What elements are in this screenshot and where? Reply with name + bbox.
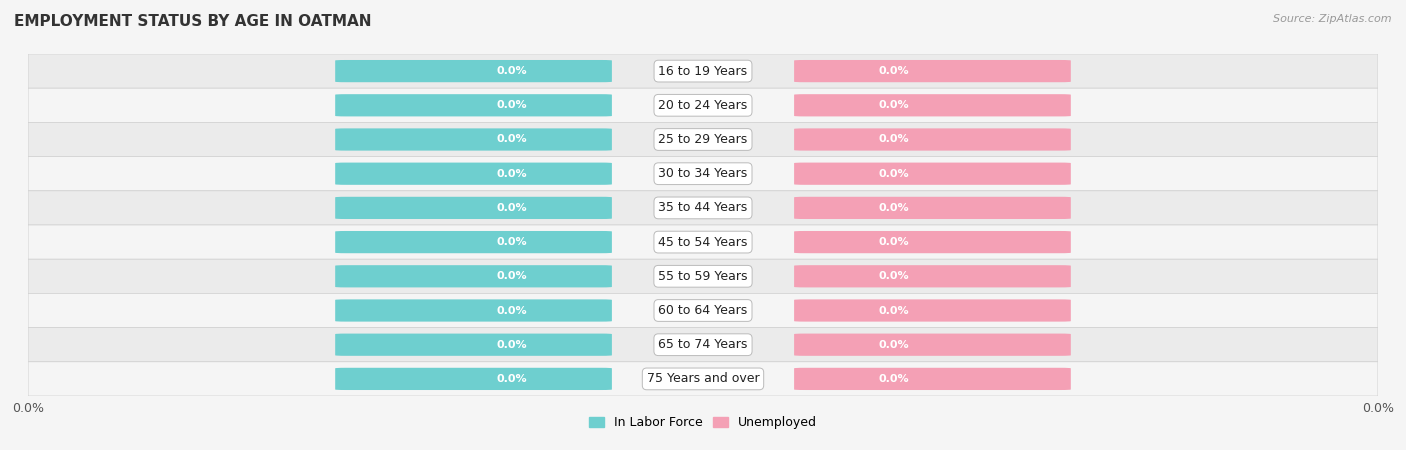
- FancyBboxPatch shape: [335, 368, 612, 390]
- FancyBboxPatch shape: [28, 157, 1378, 191]
- FancyBboxPatch shape: [28, 259, 1378, 293]
- FancyBboxPatch shape: [28, 88, 1378, 122]
- FancyBboxPatch shape: [794, 265, 1071, 288]
- Text: 0.0%: 0.0%: [496, 169, 527, 179]
- FancyBboxPatch shape: [794, 299, 1071, 322]
- Text: 0.0%: 0.0%: [496, 135, 527, 144]
- FancyBboxPatch shape: [794, 60, 1071, 82]
- FancyBboxPatch shape: [335, 231, 612, 253]
- FancyBboxPatch shape: [794, 368, 1071, 390]
- FancyBboxPatch shape: [335, 94, 612, 117]
- Text: 0.0%: 0.0%: [879, 374, 910, 384]
- Text: 30 to 34 Years: 30 to 34 Years: [658, 167, 748, 180]
- Text: 0.0%: 0.0%: [496, 66, 527, 76]
- FancyBboxPatch shape: [28, 54, 1378, 88]
- Text: 45 to 54 Years: 45 to 54 Years: [658, 236, 748, 248]
- Text: 0.0%: 0.0%: [879, 306, 910, 315]
- Text: 0.0%: 0.0%: [496, 340, 527, 350]
- FancyBboxPatch shape: [335, 197, 612, 219]
- Text: 25 to 29 Years: 25 to 29 Years: [658, 133, 748, 146]
- Text: Source: ZipAtlas.com: Source: ZipAtlas.com: [1274, 14, 1392, 23]
- Text: 65 to 74 Years: 65 to 74 Years: [658, 338, 748, 351]
- FancyBboxPatch shape: [28, 293, 1378, 328]
- FancyBboxPatch shape: [335, 265, 612, 288]
- Text: 0.0%: 0.0%: [496, 237, 527, 247]
- Text: EMPLOYMENT STATUS BY AGE IN OATMAN: EMPLOYMENT STATUS BY AGE IN OATMAN: [14, 14, 371, 28]
- Text: 0.0%: 0.0%: [879, 66, 910, 76]
- Text: 20 to 24 Years: 20 to 24 Years: [658, 99, 748, 112]
- FancyBboxPatch shape: [335, 60, 612, 82]
- FancyBboxPatch shape: [794, 128, 1071, 151]
- Text: 0.0%: 0.0%: [496, 271, 527, 281]
- Text: 0.0%: 0.0%: [879, 203, 910, 213]
- Text: 0.0%: 0.0%: [879, 340, 910, 350]
- FancyBboxPatch shape: [794, 333, 1071, 356]
- Text: 0.0%: 0.0%: [879, 271, 910, 281]
- FancyBboxPatch shape: [794, 197, 1071, 219]
- Text: 0.0%: 0.0%: [496, 306, 527, 315]
- FancyBboxPatch shape: [28, 191, 1378, 225]
- Text: 0.0%: 0.0%: [496, 100, 527, 110]
- FancyBboxPatch shape: [794, 231, 1071, 253]
- Text: 0.0%: 0.0%: [879, 169, 910, 179]
- Text: 35 to 44 Years: 35 to 44 Years: [658, 202, 748, 214]
- Text: 0.0%: 0.0%: [879, 100, 910, 110]
- FancyBboxPatch shape: [28, 122, 1378, 157]
- Text: 16 to 19 Years: 16 to 19 Years: [658, 65, 748, 77]
- Legend: In Labor Force, Unemployed: In Labor Force, Unemployed: [583, 411, 823, 434]
- FancyBboxPatch shape: [335, 333, 612, 356]
- Text: 60 to 64 Years: 60 to 64 Years: [658, 304, 748, 317]
- FancyBboxPatch shape: [335, 299, 612, 322]
- FancyBboxPatch shape: [794, 94, 1071, 117]
- FancyBboxPatch shape: [28, 362, 1378, 396]
- FancyBboxPatch shape: [28, 328, 1378, 362]
- FancyBboxPatch shape: [28, 225, 1378, 259]
- Text: 55 to 59 Years: 55 to 59 Years: [658, 270, 748, 283]
- Text: 0.0%: 0.0%: [496, 374, 527, 384]
- Text: 0.0%: 0.0%: [879, 135, 910, 144]
- Text: 0.0%: 0.0%: [496, 203, 527, 213]
- Text: 75 Years and over: 75 Years and over: [647, 373, 759, 385]
- FancyBboxPatch shape: [335, 128, 612, 151]
- FancyBboxPatch shape: [794, 162, 1071, 185]
- Text: 0.0%: 0.0%: [879, 237, 910, 247]
- FancyBboxPatch shape: [335, 162, 612, 185]
